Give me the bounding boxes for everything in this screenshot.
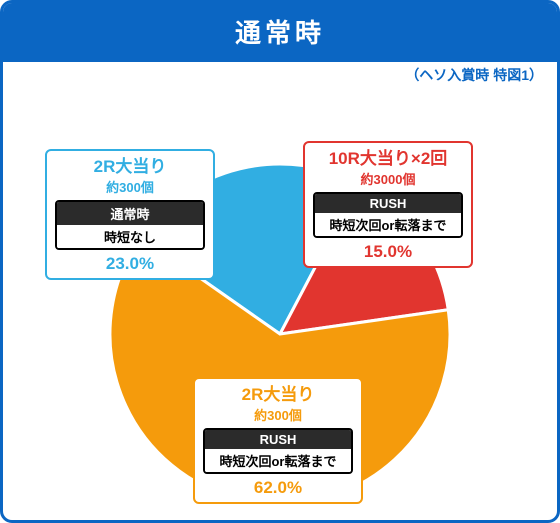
percent: 23.0% bbox=[55, 254, 205, 274]
chart-area: 2R大当り 約300個 通常時 時短なし 23.0% 10R大当り×2回 約30… bbox=[3, 59, 557, 520]
mode-box: 通常時 時短なし bbox=[55, 200, 205, 250]
callout-title: 10R大当り×2回 bbox=[313, 149, 463, 169]
card-header: 通常時 bbox=[3, 3, 557, 62]
callout-subtitle: 約300個 bbox=[55, 177, 205, 196]
mode-bottom: 時短なし bbox=[57, 225, 203, 248]
callout-red: 10R大当り×2回 約3000個 RUSH 時短次回or転落まで 15.0% bbox=[303, 141, 473, 268]
callout-blue: 2R大当り 約300個 通常時 時短なし 23.0% bbox=[45, 149, 215, 280]
mode-box: RUSH 時短次回or転落まで bbox=[313, 192, 463, 238]
callout-title: 2R大当り bbox=[55, 157, 205, 177]
mode-top: RUSH bbox=[205, 430, 351, 449]
percent: 62.0% bbox=[203, 478, 353, 498]
mode-top: 通常時 bbox=[57, 202, 203, 225]
header-title: 通常時 bbox=[235, 18, 325, 48]
chart-card: 通常時 （ヘソ入賞時 特図1） 2R大当り 約300個 通常時 時短なし 23.… bbox=[0, 0, 560, 523]
callout-title: 2R大当り bbox=[203, 385, 353, 405]
mode-bottom: 時短次回or転落まで bbox=[205, 449, 351, 472]
mode-bottom: 時短次回or転落まで bbox=[315, 213, 461, 236]
callout-subtitle: 約300個 bbox=[203, 405, 353, 424]
mode-box: RUSH 時短次回or転落まで bbox=[203, 428, 353, 474]
callout-subtitle: 約3000個 bbox=[313, 169, 463, 188]
percent: 15.0% bbox=[313, 242, 463, 262]
callout-orange: 2R大当り 約300個 RUSH 時短次回or転落まで 62.0% bbox=[193, 377, 363, 504]
mode-top: RUSH bbox=[315, 194, 461, 213]
